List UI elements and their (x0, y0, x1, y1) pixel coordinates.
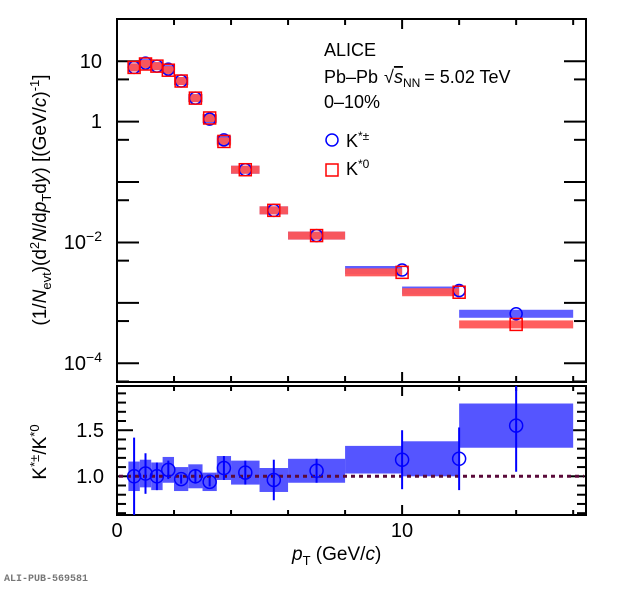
kstar-neutral-point (509, 317, 523, 332)
ratio-point (126, 469, 142, 484)
ratio-y-axis-title: K*±/K*0 (27, 424, 51, 479)
ratio-point (394, 452, 410, 467)
ratio-point (149, 469, 165, 484)
kstar-neutral-sys-box (402, 288, 460, 297)
collision-system-label: Pb–Pb √sNN = 5.02 TeV (324, 67, 511, 90)
kstar-neutral-point (174, 74, 188, 88)
ratio-point (173, 471, 189, 487)
kstar-charged-sys-box (459, 309, 574, 318)
x-tick-label: 10 (391, 520, 413, 542)
ratio-point (238, 465, 253, 480)
ratio-point (188, 469, 203, 484)
y-tick-label: 10 (80, 51, 102, 73)
ratio-point (161, 462, 176, 478)
kstar-neutral-sys-box (128, 63, 140, 72)
centrality-label: 0–10% (324, 92, 380, 112)
kstar-neutral-sys-box (288, 231, 346, 240)
kstar-neutral-point (217, 134, 231, 149)
y-tick-label: 1 (91, 111, 102, 133)
spectra-markers (127, 56, 523, 332)
kstar-neutral-point (452, 285, 466, 299)
legend-label-kstar-charged: K*± (346, 129, 370, 151)
y-axis-title: (1/Nevt)(d2N/dpTdy) [(GeV/c)-1] (27, 74, 54, 325)
kstar-neutral-sys-box (459, 320, 574, 329)
ratio-sys-box (402, 441, 460, 477)
ratio-point (309, 463, 324, 479)
kstar-neutral-sys-box (231, 165, 260, 174)
ratio-y-tick-label: 1.5 (76, 420, 104, 442)
kstar-neutral-sys-box (162, 66, 175, 75)
ratio-panel-frame (116, 385, 587, 516)
kstar-neutral-point (238, 162, 253, 177)
kstar-neutral-sys-box (151, 62, 163, 71)
kstar-neutral-point (202, 111, 217, 125)
kstar-charged-point (509, 307, 523, 321)
kstar-neutral-point (267, 203, 281, 218)
y-tick-label: 10−4 (64, 349, 102, 375)
kstar-neutral-sys-box (345, 268, 403, 277)
kstar-neutral-point (188, 91, 203, 105)
kstar-neutral-sys-box (174, 77, 189, 86)
kstar-neutral-sys-box (139, 59, 152, 68)
ratio-point (266, 472, 282, 488)
kstar-neutral-point (395, 265, 409, 280)
kstar-neutral-point (309, 228, 324, 243)
legend-square-icon (325, 163, 339, 177)
ratio-markers (126, 386, 524, 515)
x-axis-title: pT (GeV/c) (291, 544, 381, 568)
ratio-point (451, 451, 467, 467)
ratio-sys-box (345, 445, 403, 474)
legend-circle-icon (325, 133, 339, 147)
kstar-neutral-sys-box (202, 113, 217, 122)
ratio-point (216, 460, 232, 476)
kstar-neutral-sys-box (188, 94, 203, 103)
experiment-label: ALICE (324, 40, 376, 60)
ratio-point (138, 466, 153, 481)
kstar-neutral-sys-box (259, 206, 289, 215)
ratio-point (202, 474, 217, 490)
spectra-systematic-boxes (128, 59, 574, 329)
y-tick-label: 10−2 (64, 228, 102, 254)
kstar-neutral-point (161, 63, 176, 77)
kstar-neutral-sys-box (216, 137, 232, 146)
ratio-point (508, 418, 524, 433)
ratio-y-tick-label: 1.0 (76, 466, 104, 488)
legend-label-kstar-neutral: K*0 (346, 157, 370, 179)
publication-id: ALI-PUB-569581 (4, 574, 89, 585)
x-tick-label: 0 (111, 520, 122, 542)
